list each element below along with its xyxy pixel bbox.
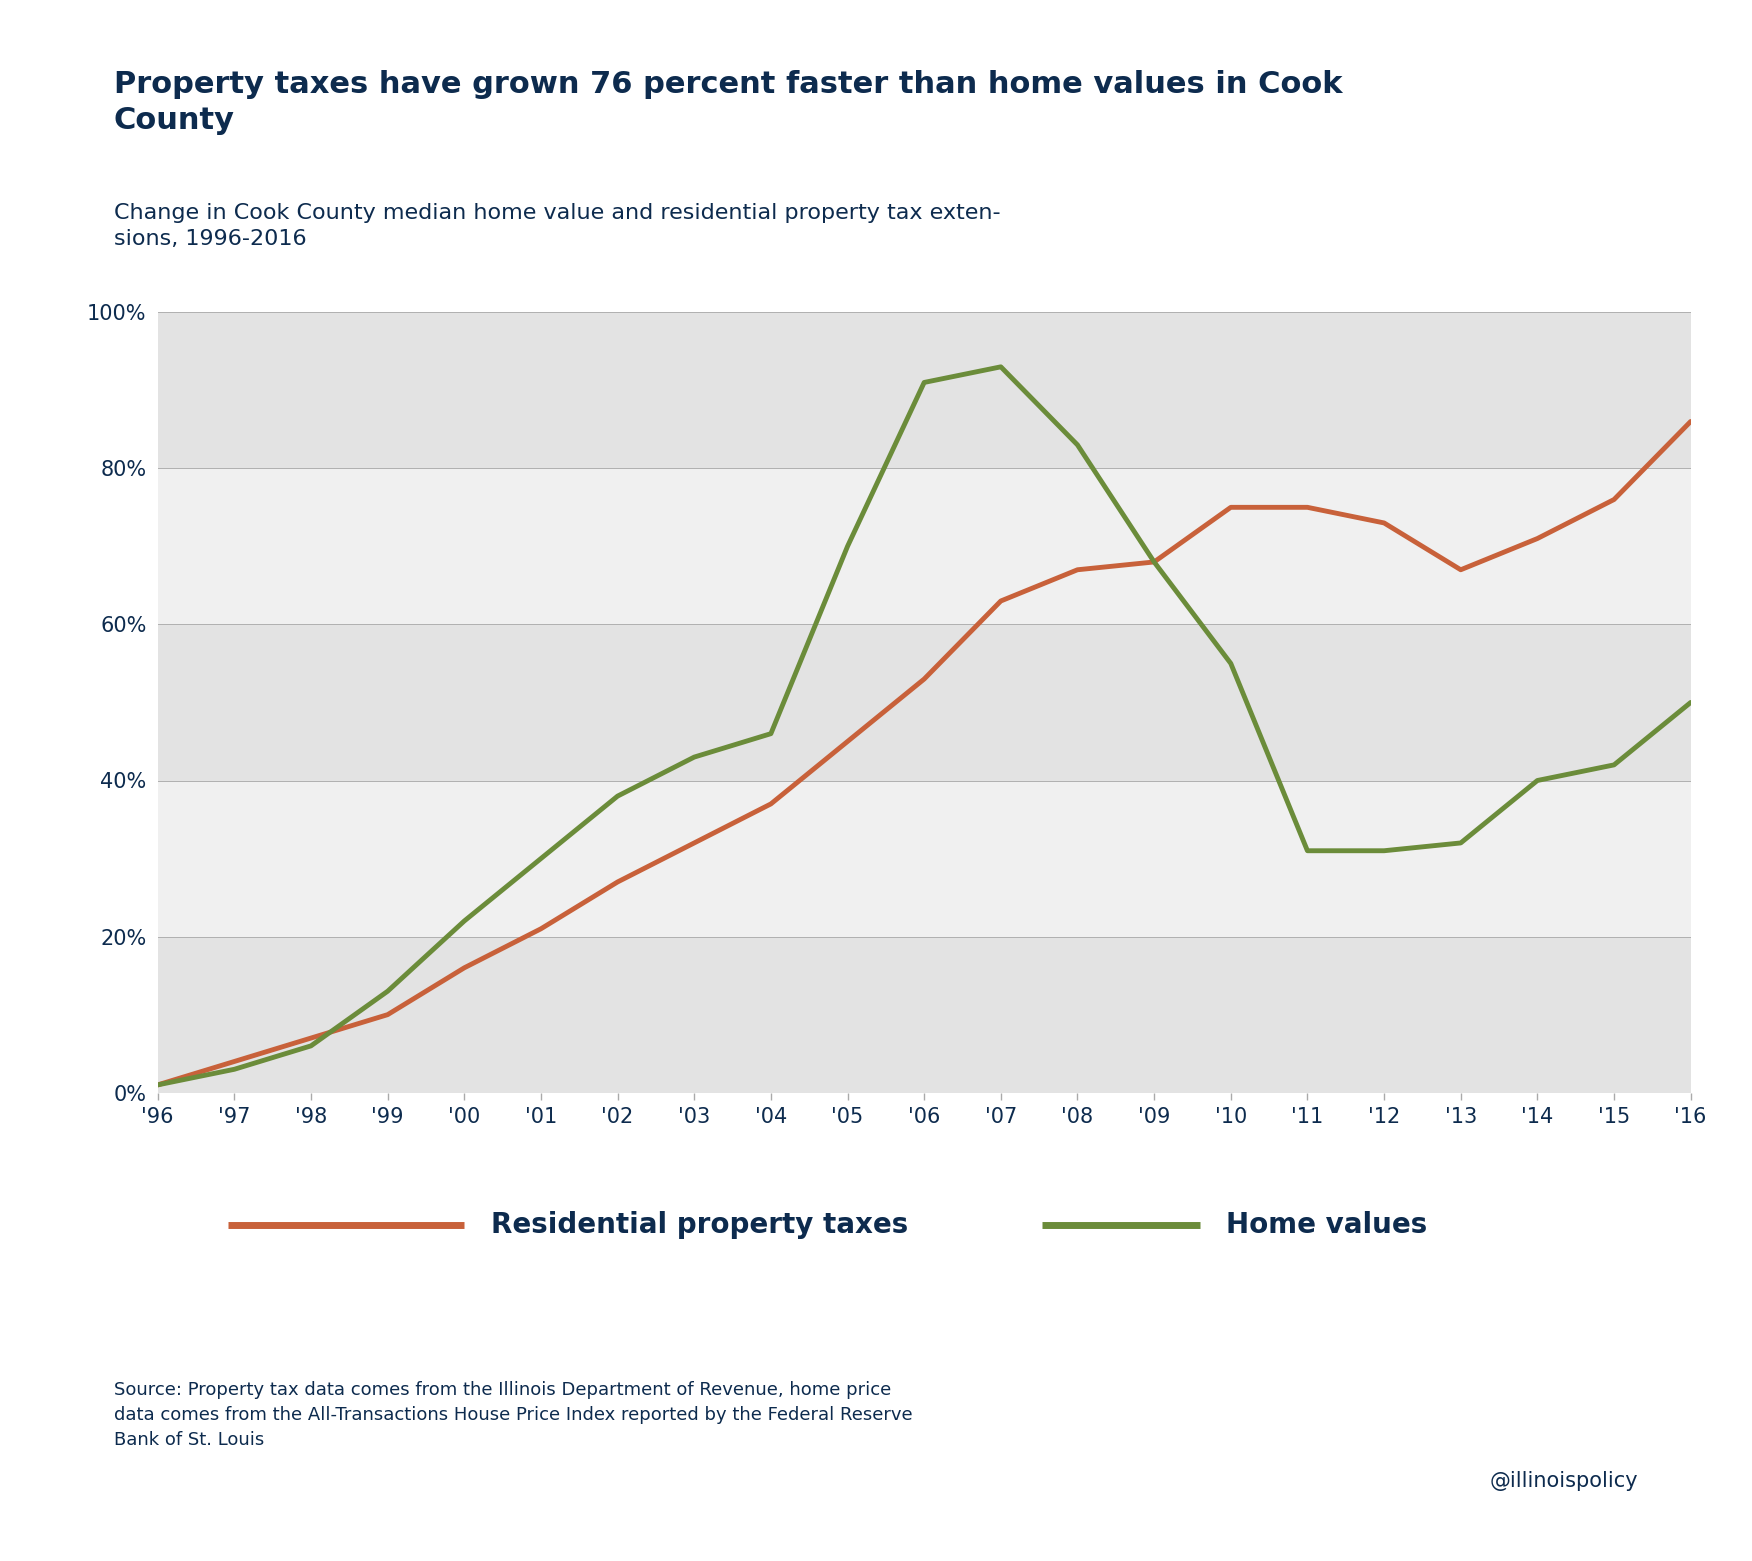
Bar bbox=[158, 468, 1691, 624]
Bar bbox=[158, 312, 1691, 468]
Text: Property taxes have grown 76 percent faster than home values in Cook
County: Property taxes have grown 76 percent fas… bbox=[114, 70, 1342, 136]
Bar bbox=[158, 780, 1691, 937]
Text: Source: Property tax data comes from the Illinois Department of Revenue, home pr: Source: Property tax data comes from the… bbox=[114, 1381, 913, 1450]
Text: @illinoispolicy: @illinoispolicy bbox=[1489, 1470, 1638, 1491]
Text: Home values: Home values bbox=[1226, 1211, 1428, 1239]
Text: Residential property taxes: Residential property taxes bbox=[491, 1211, 908, 1239]
Bar bbox=[158, 624, 1691, 780]
Bar bbox=[158, 937, 1691, 1093]
Text: Change in Cook County median home value and residential property tax exten-
sion: Change in Cook County median home value … bbox=[114, 203, 1000, 250]
